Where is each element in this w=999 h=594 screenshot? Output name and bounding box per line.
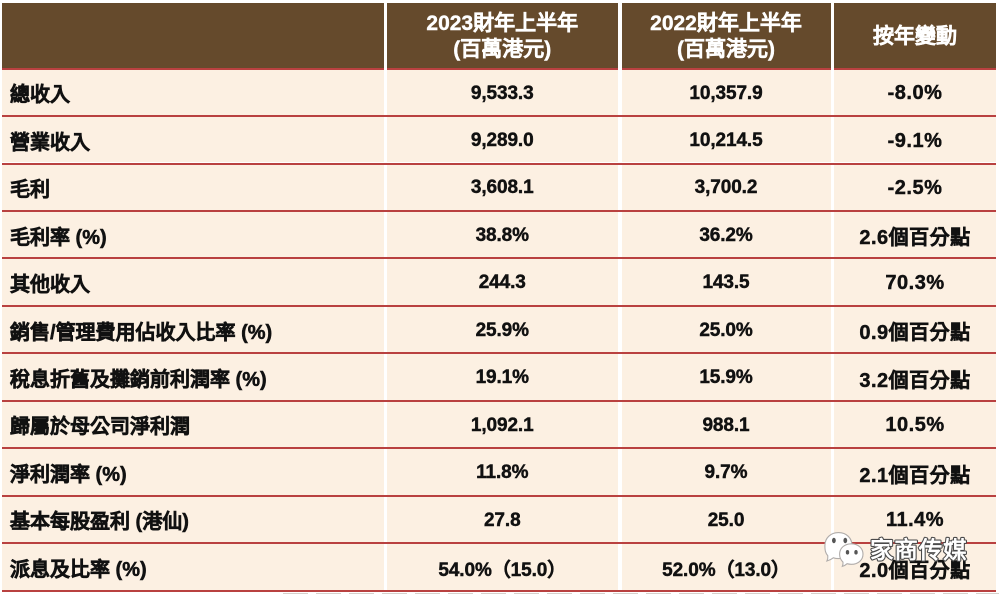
svg-text:家商传媒: 家商传媒	[870, 536, 968, 563]
